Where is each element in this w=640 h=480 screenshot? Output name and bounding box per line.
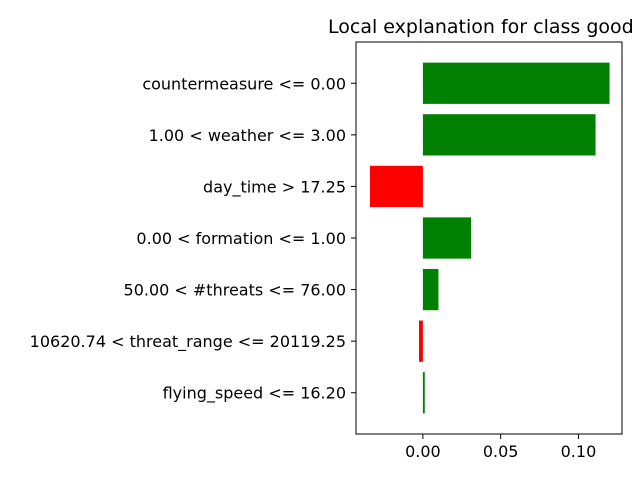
y-tick-label: countermeasure <= 0.00 <box>142 74 346 93</box>
x-tick-label: 0.00 <box>405 442 441 461</box>
x-tick-label: 0.05 <box>483 442 519 461</box>
y-tick-label: 0.00 < formation <= 1.00 <box>136 229 346 248</box>
y-tick-label: 10620.74 < threat_range <= 20119.25 <box>30 332 346 352</box>
x-ticks: 0.00 0.05 0.10 <box>405 434 596 461</box>
y-tick-label: 50.00 < #threats <= 76.00 <box>124 281 346 300</box>
chart-title: Local explanation for class good <box>328 16 634 38</box>
y-tick-label: flying_speed <= 16.20 <box>163 384 346 404</box>
axes-frame <box>355 41 623 435</box>
x-tick-label: 0.10 <box>561 442 597 461</box>
y-tick-label: 1.00 < weather <= 3.00 <box>149 126 346 145</box>
y-tick-label: day_time > 17.25 <box>203 177 346 197</box>
bar-6 <box>422 372 425 414</box>
bar-4 <box>422 268 439 311</box>
bar-1 <box>422 114 596 156</box>
bar-5 <box>419 320 423 362</box>
bar-2 <box>370 165 423 208</box>
bar-3 <box>422 217 472 259</box>
bars-group <box>370 62 610 414</box>
y-tick-labels: countermeasure <= 0.00 1.00 < weather <= … <box>30 74 356 404</box>
bar-0 <box>422 62 610 104</box>
